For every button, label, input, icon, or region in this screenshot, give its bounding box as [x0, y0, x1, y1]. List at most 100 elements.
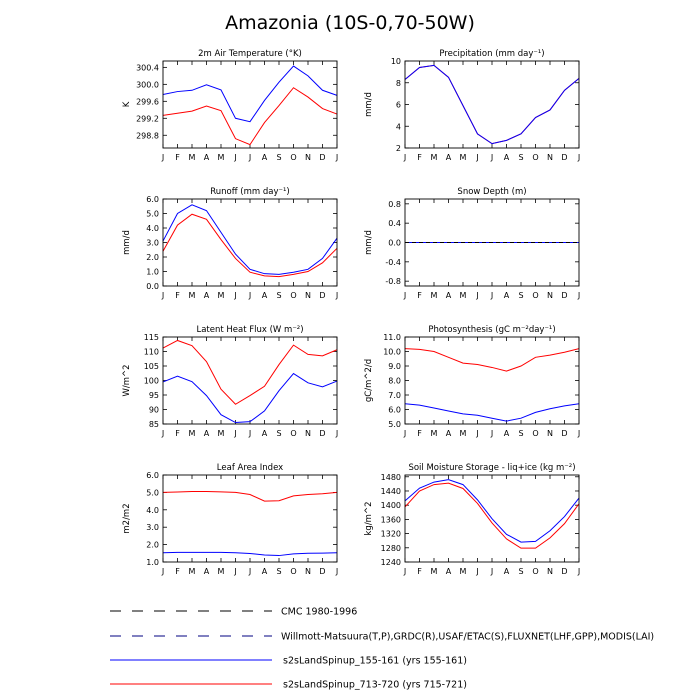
series-line: [162, 87, 338, 146]
x-tick-label: J: [335, 429, 338, 438]
plot-frame: [404, 336, 580, 425]
y-tick-label: -0.4: [385, 258, 401, 267]
x-tick-label: F: [175, 567, 180, 576]
x-tick-label: A: [204, 153, 210, 162]
panel-title: Soil Moisture Storage - liq+ice (kg m⁻²): [408, 463, 575, 473]
x-tick-label: N: [547, 153, 553, 162]
y-tick-label: 6.0: [146, 195, 159, 204]
plot-frame: [404, 198, 580, 287]
x-tick-label: D: [561, 567, 567, 576]
y-tick-label: 2.0: [146, 253, 159, 262]
y-tick-label: 2: [396, 144, 401, 153]
y-tick-label: 1360: [381, 515, 401, 524]
y-tick-label: 4.0: [146, 506, 159, 515]
y-tick-label: 105: [144, 362, 159, 371]
y-tick-label: 4.0: [146, 224, 159, 233]
y-tick-label: 5.0: [388, 420, 401, 429]
x-tick-label: A: [262, 567, 268, 576]
x-tick-label: O: [532, 291, 538, 300]
panel-1: 2m Air Temperature (°K) K 298.8 299.2 299.6 3…: [122, 49, 338, 162]
y-tick-label: 1280: [381, 544, 401, 553]
series-line: [162, 339, 338, 405]
x-tick-label: O: [290, 429, 296, 438]
y-axis-label: mm/d: [364, 92, 374, 117]
x-tick-label: D: [319, 153, 325, 162]
y-axis-label: W/m^2: [122, 364, 132, 396]
y-tick-label: 5.0: [146, 210, 159, 219]
y-tick-label: 11.0: [383, 333, 401, 342]
panel-8: Soil Moisture Storage - liq+ice (kg m⁻²)…: [364, 463, 580, 576]
panel-title: Snow Depth (m): [457, 187, 526, 197]
x-tick-label: J: [335, 567, 338, 576]
series-line: [404, 479, 580, 543]
x-tick-label: M: [218, 567, 225, 576]
x-tick-label: D: [319, 291, 325, 300]
x-tick-label: O: [290, 153, 296, 162]
plot-frame: [162, 474, 338, 563]
y-tick-label: 4: [396, 122, 401, 131]
x-tick-label: M: [218, 291, 225, 300]
y-tick-label: 10.0: [383, 348, 401, 357]
x-tick-label: J: [475, 429, 478, 438]
y-tick-label: 95: [149, 391, 159, 400]
series-line: [162, 551, 338, 557]
series-line: [162, 204, 338, 275]
panel-5: Latent Heat Flux (W m⁻²) W/m^2 85 90 95 100 10…: [122, 325, 338, 438]
y-tick-label: 110: [144, 348, 159, 357]
panel-title: Leaf Area Index: [217, 463, 283, 473]
x-tick-label: J: [403, 429, 406, 438]
x-tick-label: J: [577, 429, 580, 438]
x-tick-label: O: [532, 153, 538, 162]
x-tick-label: J: [335, 153, 338, 162]
y-tick-label: -0.8: [385, 277, 401, 286]
x-tick-label: D: [561, 291, 567, 300]
x-tick-label: J: [490, 291, 493, 300]
x-tick-label: J: [577, 291, 580, 300]
x-tick-label: M: [189, 153, 196, 162]
x-tick-label: J: [161, 153, 164, 162]
y-tick-label: 1240: [381, 558, 401, 567]
x-tick-label: D: [319, 429, 325, 438]
y-tick-label: 6.0: [146, 471, 159, 480]
x-tick-label: M: [431, 429, 438, 438]
x-tick-label: M: [431, 567, 438, 576]
panel-title: 2m Air Temperature (°K): [198, 49, 302, 59]
y-tick-label: 299.2: [136, 114, 159, 123]
y-tick-label: 85: [149, 420, 159, 429]
y-tick-label: 3.0: [146, 239, 159, 248]
x-tick-label: J: [403, 153, 406, 162]
x-tick-label: J: [161, 567, 164, 576]
x-tick-label: D: [561, 429, 567, 438]
x-tick-label: S: [276, 153, 281, 162]
y-axis-label: mm/d: [122, 230, 132, 255]
x-tick-label: N: [305, 429, 311, 438]
x-tick-label: J: [248, 429, 251, 438]
y-tick-label: 0.0: [388, 239, 401, 248]
x-tick-label: N: [305, 567, 311, 576]
plot-frame: [162, 336, 338, 425]
x-tick-label: A: [262, 153, 268, 162]
legend-label: s2sLandSpinup_713-720 (yrs 715-721): [283, 680, 467, 691]
x-tick-label: S: [276, 429, 281, 438]
y-tick-label: 1400: [381, 501, 401, 510]
panel-title: Photosynthesis (gC m⁻²day⁻¹): [428, 325, 555, 335]
y-tick-label: 2.0: [146, 541, 159, 550]
x-tick-label: J: [233, 153, 236, 162]
panel-3: Runoff (mm day⁻¹) mm/d 0.0 1.0 2.0 3.0 4.0 5.0 6…: [122, 187, 338, 300]
legend-label: Willmott-Matsuura(T,P),GRDC(R),USAF/ETAC…: [281, 632, 654, 643]
panel-title: Precipitation (mm day⁻¹): [439, 49, 544, 59]
y-axis-label: mm/d: [364, 230, 374, 255]
x-tick-label: A: [504, 567, 510, 576]
x-tick-label: J: [248, 567, 251, 576]
x-tick-label: A: [446, 153, 452, 162]
y-axis-label: kg/m^2: [364, 502, 374, 536]
x-tick-label: N: [547, 429, 553, 438]
x-tick-label: F: [175, 153, 180, 162]
y-tick-label: 6: [396, 101, 401, 110]
y-tick-label: 1320: [381, 530, 401, 539]
x-tick-label: S: [276, 291, 281, 300]
x-tick-label: A: [262, 291, 268, 300]
x-tick-label: N: [547, 291, 553, 300]
